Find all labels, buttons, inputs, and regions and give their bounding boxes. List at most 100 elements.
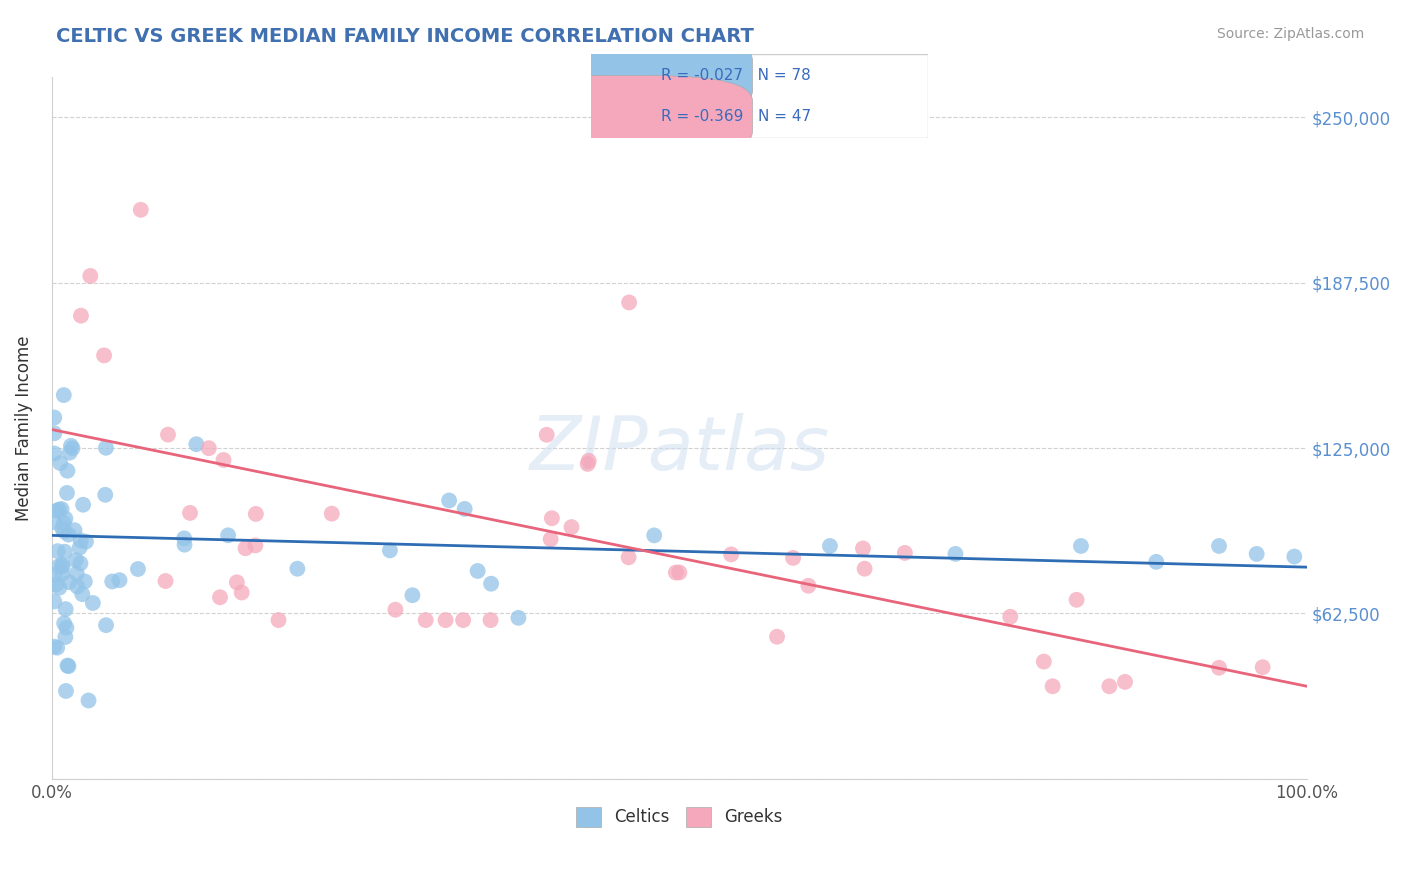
Point: [287, 562, 309, 576]
Point: [173, 532, 195, 546]
Point: [560, 520, 582, 534]
Point: [66, 566, 89, 581]
Point: [48, 581, 70, 595]
Point: [55, 602, 77, 616]
Point: [46, 640, 69, 655]
Point: [69, 557, 91, 571]
Point: [58, 659, 80, 673]
Point: [576, 457, 599, 471]
Point: [45, 504, 67, 518]
Point: [56, 464, 79, 478]
Point: [782, 550, 804, 565]
FancyBboxPatch shape: [503, 76, 752, 157]
Point: [401, 588, 423, 602]
Point: [156, 427, 179, 442]
Point: [52, 388, 75, 402]
Point: [44, 640, 66, 654]
Point: [155, 574, 177, 588]
Point: [1246, 547, 1268, 561]
Point: [217, 528, 239, 542]
Y-axis label: Median Family Income: Median Family Income: [15, 335, 32, 521]
Point: [1070, 539, 1092, 553]
Point: [643, 528, 665, 542]
Point: [79, 268, 101, 283]
Point: [1042, 679, 1064, 693]
Point: [108, 573, 131, 587]
Point: [453, 501, 475, 516]
Text: ZIPatlas: ZIPatlas: [529, 413, 830, 485]
Point: [198, 441, 221, 455]
Point: [101, 574, 124, 589]
Point: [49, 456, 72, 470]
Point: [536, 427, 558, 442]
Point: [467, 564, 489, 578]
Point: [434, 613, 457, 627]
Point: [321, 507, 343, 521]
Point: [53, 511, 76, 525]
Point: [1114, 674, 1136, 689]
Point: [818, 539, 841, 553]
Point: [617, 295, 640, 310]
Point: [44, 515, 66, 529]
Point: [75, 534, 97, 549]
Point: [44, 446, 66, 460]
Point: [853, 562, 876, 576]
Point: [766, 630, 789, 644]
Point: [72, 587, 94, 601]
Point: [665, 566, 688, 580]
Point: [1098, 679, 1121, 693]
Point: [72, 498, 94, 512]
Point: [52, 516, 75, 531]
Point: [46, 544, 69, 558]
Text: R = -0.369   N = 47: R = -0.369 N = 47: [661, 109, 811, 124]
Point: [208, 591, 231, 605]
Text: Source: ZipAtlas.com: Source: ZipAtlas.com: [1216, 27, 1364, 41]
Point: [541, 511, 564, 525]
Point: [53, 630, 76, 644]
Point: [378, 543, 401, 558]
Point: [51, 502, 73, 516]
Point: [245, 538, 267, 552]
Point: [69, 541, 91, 555]
Point: [44, 410, 66, 425]
Point: [186, 437, 208, 451]
Point: [540, 532, 562, 546]
Point: [59, 439, 82, 453]
Point: [44, 426, 66, 441]
Point: [720, 548, 742, 562]
Point: [48, 502, 70, 516]
Point: [55, 684, 77, 698]
Point: [384, 603, 406, 617]
Point: [51, 558, 73, 572]
Point: [1284, 549, 1306, 564]
Point: [1032, 655, 1054, 669]
Point: [1000, 609, 1022, 624]
Point: [129, 202, 152, 217]
Point: [225, 575, 247, 590]
Point: [48, 559, 70, 574]
Point: [93, 348, 115, 362]
Point: [894, 546, 917, 560]
FancyBboxPatch shape: [503, 35, 752, 116]
Point: [173, 538, 195, 552]
Point: [267, 613, 290, 627]
Point: [212, 453, 235, 467]
Point: [53, 616, 76, 631]
FancyBboxPatch shape: [591, 54, 928, 138]
Point: [852, 541, 875, 556]
Point: [62, 441, 84, 455]
Point: [1208, 539, 1230, 553]
Point: [70, 309, 93, 323]
Point: [231, 585, 253, 599]
Point: [1144, 555, 1167, 569]
Point: [63, 523, 86, 537]
Point: [797, 579, 820, 593]
Point: [127, 562, 149, 576]
Point: [56, 486, 79, 500]
Point: [415, 613, 437, 627]
Point: [1251, 660, 1274, 674]
Point: [51, 521, 73, 535]
Point: [94, 441, 117, 455]
Point: [53, 544, 76, 558]
Point: [945, 547, 967, 561]
